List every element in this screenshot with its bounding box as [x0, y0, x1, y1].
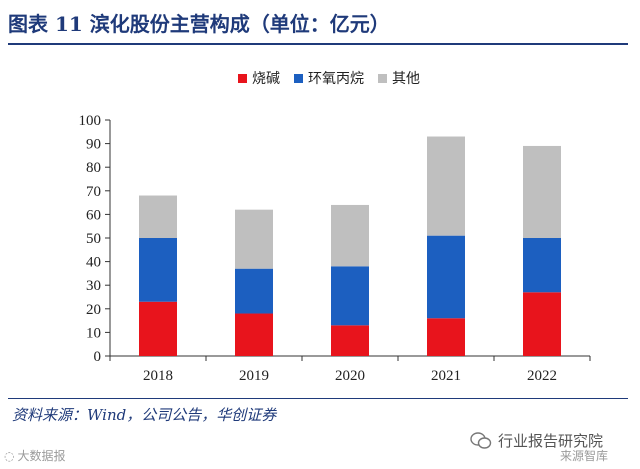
- y-tick-label: 70: [86, 184, 101, 200]
- chart-title: 图表 11 滨化股份主营构成（单位：亿元）: [8, 12, 390, 36]
- legend-swatch-other: [378, 73, 387, 83]
- bar-other-2018: [139, 195, 177, 238]
- x-tick-label: 2018: [143, 368, 173, 384]
- bar-other-2020: [331, 204, 369, 267]
- x-tick-label: 2021: [431, 368, 461, 384]
- watermark-right: 行业报告研究院: [470, 430, 603, 451]
- y-tick-label: 30: [86, 278, 101, 294]
- y-tick-label: 90: [86, 137, 101, 153]
- source-note: 资料来源：Wind，公司公告，华创证券: [12, 406, 277, 424]
- watermark-right-text: 行业报告研究院: [498, 432, 604, 450]
- x-tick-label: 2019: [239, 368, 269, 384]
- x-tick-label: 2022: [527, 368, 557, 384]
- bar-caustic-soda-2020: [331, 325, 369, 356]
- legend-item-other: 其他: [378, 68, 420, 88]
- bar-other-2021: [427, 136, 465, 236]
- legend-label-other: 其他: [392, 71, 420, 87]
- stacked-bar-chart: 0 10 20 30 40 50 60 70 80 90 100 2018 2019 2020 2021 20…: [79, 113, 591, 384]
- bar-other-2022: [523, 145, 561, 238]
- bar-caustic-soda-2018: [139, 301, 177, 356]
- bar-caustic-soda-2022: [523, 292, 561, 356]
- legend-swatch-caustic-soda: [238, 73, 247, 83]
- x-tick-label: 2020: [335, 368, 365, 384]
- watermark-left: ◌ 大数据报: [4, 447, 66, 464]
- bar-epichlorohydrin-2020: [331, 266, 369, 326]
- y-tick-label: 100: [79, 113, 102, 129]
- watermark-right-sub: 来源智库: [560, 449, 609, 463]
- y-tick-label: 80: [86, 160, 101, 176]
- y-tick-label: 40: [86, 255, 101, 271]
- wechat-icon: [470, 431, 492, 450]
- bar-epichlorohydrin-2018: [139, 238, 177, 302]
- y-tick-label: 0: [94, 349, 102, 365]
- watermark-left-text: 大数据报: [17, 449, 66, 463]
- bar-caustic-soda-2021: [427, 318, 465, 356]
- y-tick-label: 10: [86, 325, 101, 341]
- bar-epichlorohydrin-2021: [427, 235, 465, 319]
- legend-item-caustic-soda: 烧碱: [238, 68, 280, 88]
- y-tick-label: 60: [86, 207, 101, 223]
- bar-caustic-soda-2019: [235, 313, 273, 356]
- legend-label-epichlorohydrin: 环氧丙烷: [308, 71, 364, 87]
- watermark-logo-icon: ◌: [4, 448, 15, 463]
- bar-epichlorohydrin-2022: [523, 238, 561, 293]
- legend-label-caustic-soda: 烧碱: [252, 71, 280, 87]
- y-tick-label: 20: [86, 302, 101, 318]
- title-divider: [8, 43, 628, 45]
- chart-legend: 烧碱 环氧丙烷 其他: [238, 68, 420, 88]
- legend-swatch-epichlorohydrin: [294, 73, 303, 83]
- y-tick-label: 50: [86, 231, 101, 247]
- bar-other-2019: [235, 209, 273, 269]
- legend-item-epichlorohydrin: 环氧丙烷: [294, 68, 364, 88]
- source-divider: [8, 398, 628, 399]
- bar-epichlorohydrin-2019: [235, 268, 273, 314]
